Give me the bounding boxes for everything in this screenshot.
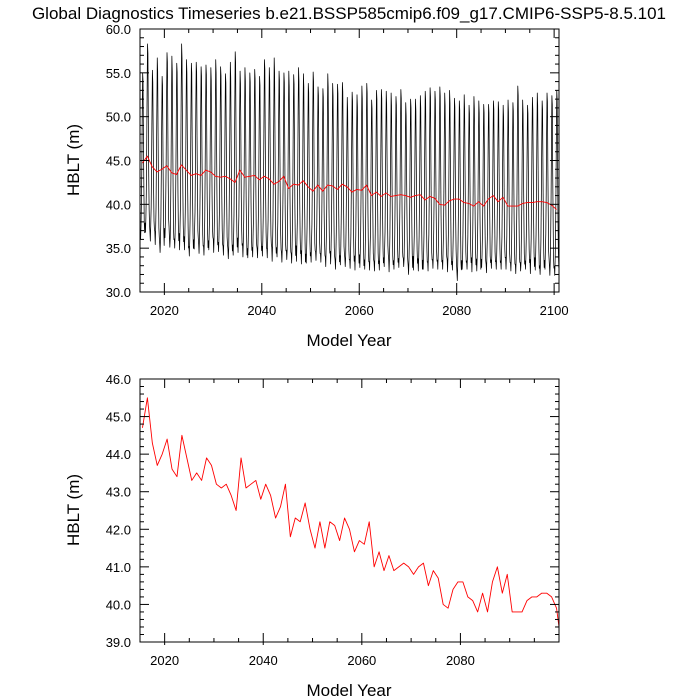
bottom-x-tick-label: 2020 bbox=[150, 653, 179, 668]
top-x-tick-label: 2080 bbox=[442, 303, 471, 318]
bottom-x-tick-label: 2040 bbox=[249, 653, 278, 668]
top-y-tick-label: 30.0 bbox=[106, 285, 131, 300]
bottom-y-tick-label: 46.0 bbox=[106, 372, 131, 387]
bottom-x-tick-label: 2060 bbox=[347, 653, 376, 668]
bottom-y-axis-title: HBLT (m) bbox=[64, 474, 83, 546]
bottom-panel: 2020 2040 2060 2080 39.0 40.0 41.0 42.0 43.0 44.0… bbox=[64, 372, 560, 700]
top-y-tick-label: 35.0 bbox=[106, 241, 131, 256]
bottom-y-tick-label: 45.0 bbox=[106, 410, 131, 425]
bottom-y-tick-label: 41.0 bbox=[106, 560, 131, 575]
bottom-axis-ticks: 2020 2040 2060 2080 39.0 40.0 41.0 42.0 43.0 44.0… bbox=[106, 372, 559, 668]
top-x-tick-label: 2020 bbox=[150, 303, 179, 318]
top-x-axis-title: Model Year bbox=[306, 331, 391, 350]
bottom-x-tick-label: 2080 bbox=[446, 653, 475, 668]
top-series-line-annual-mean bbox=[142, 155, 557, 210]
top-y-tick-label: 45.0 bbox=[106, 154, 131, 169]
top-y-tick-label: 60.0 bbox=[106, 22, 131, 37]
bottom-y-tick-label: 39.0 bbox=[106, 635, 131, 650]
top-axis-ticks: 2020 2040 2060 2080 2100 30.0 35.0 40.0 45.0 50.0… bbox=[106, 22, 569, 318]
bottom-plot-series bbox=[142, 397, 560, 628]
bottom-y-tick-label: 44.0 bbox=[106, 447, 131, 462]
bottom-series-line-annual-mean bbox=[142, 397, 560, 628]
bottom-y-tick-label: 42.0 bbox=[106, 522, 131, 537]
top-y-tick-label: 40.0 bbox=[106, 197, 131, 212]
top-panel: 2020 2040 2060 2080 2100 30.0 35.0 40.0 45.0 50.0… bbox=[64, 22, 569, 350]
bottom-plot-frame bbox=[139, 378, 560, 643]
top-series-line-monthly bbox=[139, 43, 560, 281]
figure-title: Global Diagnostics Timeseries b.e21.BSSP… bbox=[32, 4, 666, 23]
top-x-tick-label: 2040 bbox=[247, 303, 276, 318]
top-plot-series bbox=[139, 43, 560, 281]
bottom-x-axis-title: Model Year bbox=[306, 681, 391, 700]
top-y-tick-label: 55.0 bbox=[106, 66, 131, 81]
top-x-tick-label: 2060 bbox=[345, 303, 374, 318]
top-x-tick-label: 2100 bbox=[540, 303, 569, 318]
top-plot-frame bbox=[139, 28, 560, 293]
top-y-tick-label: 50.0 bbox=[106, 110, 131, 125]
bottom-y-tick-label: 43.0 bbox=[106, 485, 131, 500]
bottom-y-tick-label: 40.0 bbox=[106, 597, 131, 612]
top-y-axis-title: HBLT (m) bbox=[64, 124, 83, 196]
